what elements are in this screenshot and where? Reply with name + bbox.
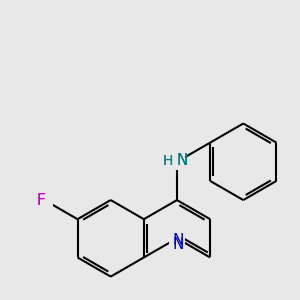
Text: H: H	[163, 154, 173, 168]
FancyBboxPatch shape	[169, 153, 185, 170]
Text: F: F	[36, 193, 45, 208]
Text: H: H	[163, 154, 173, 168]
Text: N: N	[176, 153, 188, 168]
Text: N: N	[172, 237, 184, 252]
FancyBboxPatch shape	[36, 192, 53, 208]
FancyBboxPatch shape	[169, 230, 185, 247]
Text: F: F	[36, 193, 45, 208]
Text: N: N	[172, 233, 184, 248]
Text: N: N	[176, 153, 188, 168]
